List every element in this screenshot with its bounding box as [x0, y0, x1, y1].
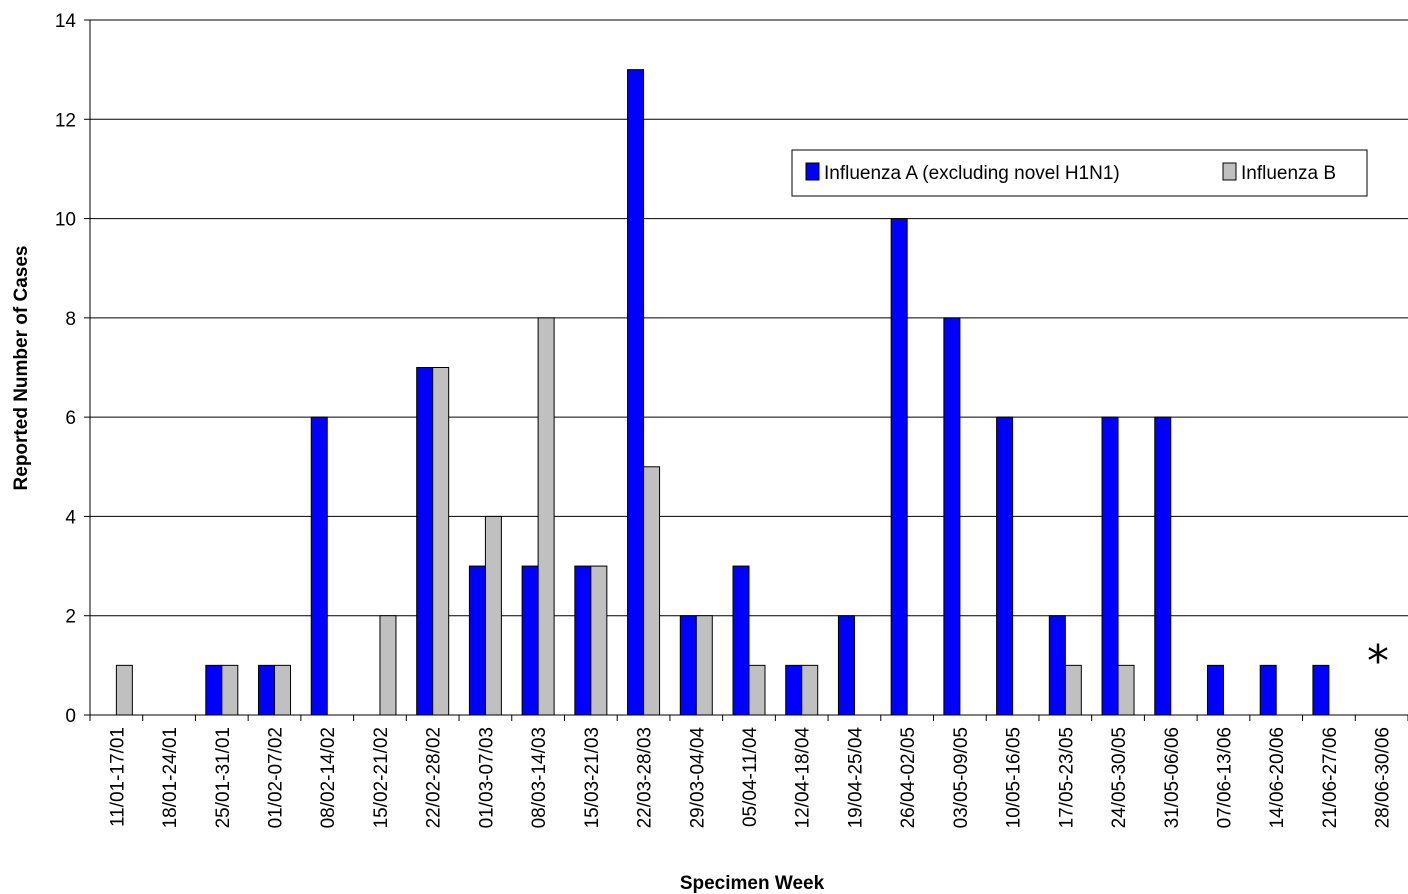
bar-influenza-b — [748, 664, 766, 716]
bar-influenza-a — [1259, 664, 1277, 716]
legend-label-influenza-a: Influenza A (excluding novel H1N1) — [824, 163, 1120, 184]
bar-influenza-b — [379, 615, 397, 716]
x-tick-label: 11/01-17/01 — [107, 727, 128, 827]
x-tick-label: 14/06-20/06 — [1267, 727, 1288, 828]
y-tick-label: 0 — [65, 706, 76, 727]
y-tick-label: 14 — [55, 11, 77, 32]
y-tick-label: 10 — [55, 210, 76, 231]
bar-influenza-a — [996, 416, 1014, 716]
x-tick-label: 08/03-14/03 — [529, 727, 550, 828]
bar-influenza-b — [115, 664, 133, 716]
y-tick-label: 12 — [55, 110, 76, 131]
bar-influenza-b — [274, 664, 292, 716]
x-tick-label: 18/01-24/01 — [160, 727, 181, 828]
x-tick-label: 01/03-07/03 — [476, 727, 497, 828]
legend-label-influenza-b: Influenza B — [1241, 163, 1336, 184]
bar-influenza-b — [1117, 664, 1135, 716]
bar-influenza-a — [1206, 664, 1224, 716]
bar-influenza-a — [258, 664, 276, 716]
bar-influenza-a — [1312, 664, 1330, 716]
legend: Influenza A (excluding novel H1N1) Influ… — [791, 149, 1368, 197]
bar-influenza-b — [643, 466, 661, 716]
x-axis: 11/01-17/01 18/01-24/01 25/01-31/01 01/02-0… — [89, 714, 1408, 829]
x-tick-label: 08/02-14/02 — [318, 727, 339, 828]
x-tick-label: 03/05-09/05 — [951, 727, 972, 828]
bar-influenza-a — [468, 565, 486, 716]
bar-influenza-a — [1101, 416, 1119, 716]
x-tick-label: 22/03-28/03 — [635, 727, 656, 828]
x-tick-label: 21/06-27/06 — [1320, 727, 1341, 828]
y-tick-label: 4 — [65, 507, 76, 528]
y-tick-label: 2 — [65, 607, 76, 628]
bar-influenza-a — [416, 367, 434, 716]
bar-influenza-b — [221, 664, 239, 716]
bar-influenza-b — [1064, 664, 1082, 716]
y-tick-label: 8 — [65, 309, 76, 330]
bar-influenza-b — [801, 664, 819, 716]
bar-influenza-a — [732, 565, 750, 716]
bar-influenza-a — [205, 664, 223, 716]
legend-swatch-influenza-a — [805, 162, 820, 181]
bar-influenza-a — [890, 218, 908, 716]
bar-influenza-a — [521, 565, 539, 716]
bar-influenza-a — [310, 416, 328, 716]
x-tick-label: 15/02-21/02 — [371, 727, 392, 828]
y-axis: 0 2 4 6 8 10 12 14 — [55, 11, 91, 727]
bar-influenza-a — [679, 615, 697, 716]
bar-influenza-b — [590, 565, 608, 716]
y-axis-title: Reported Number of Cases — [11, 246, 32, 491]
x-axis-title: Specimen Week — [680, 873, 825, 894]
bar-influenza-b — [537, 317, 555, 716]
bar-influenza-a — [574, 565, 592, 716]
bar-influenza-b — [432, 367, 450, 716]
bar-influenza-b — [695, 615, 713, 716]
x-tick-label: 28/06-30/06 — [1373, 727, 1394, 828]
x-tick-label: 05/04-11/04 — [740, 727, 761, 827]
x-tick-label: 26/04-02/05 — [898, 727, 919, 828]
x-tick-label: 25/01-31/01 — [213, 727, 234, 828]
x-tick-label: 07/06-13/06 — [1214, 727, 1235, 828]
bar-influenza-a — [837, 615, 855, 716]
bar-influenza-a — [1048, 615, 1066, 716]
x-tick-label: 31/05-06/06 — [1162, 727, 1183, 828]
annotation-asterisk: * — [1367, 636, 1389, 687]
x-tick-label: 24/05-30/05 — [1109, 727, 1130, 828]
x-tick-label: 19/04-25/04 — [845, 727, 866, 829]
x-tick-label: 22/02-28/02 — [424, 727, 445, 828]
bar-influenza-a — [627, 69, 645, 716]
legend-swatch-influenza-b — [1222, 162, 1237, 181]
bar-influenza-a — [1154, 416, 1172, 716]
bar-influenza-a — [785, 664, 803, 716]
bars — [115, 69, 1330, 716]
x-tick-label: 01/02-07/02 — [266, 727, 287, 828]
x-tick-label: 17/05-23/05 — [1056, 727, 1077, 828]
bar-influenza-b — [484, 515, 502, 716]
gridlines — [90, 19, 1408, 617]
x-tick-label: 10/05-16/05 — [1004, 727, 1025, 828]
y-tick-label: 6 — [65, 408, 76, 429]
x-tick-label: 29/03-04/04 — [687, 727, 708, 829]
bar-influenza-a — [943, 317, 961, 716]
legend-box — [791, 149, 1368, 197]
x-tick-label: 15/03-21/03 — [582, 727, 603, 828]
x-tick-label: 12/04-18/04 — [793, 727, 814, 829]
